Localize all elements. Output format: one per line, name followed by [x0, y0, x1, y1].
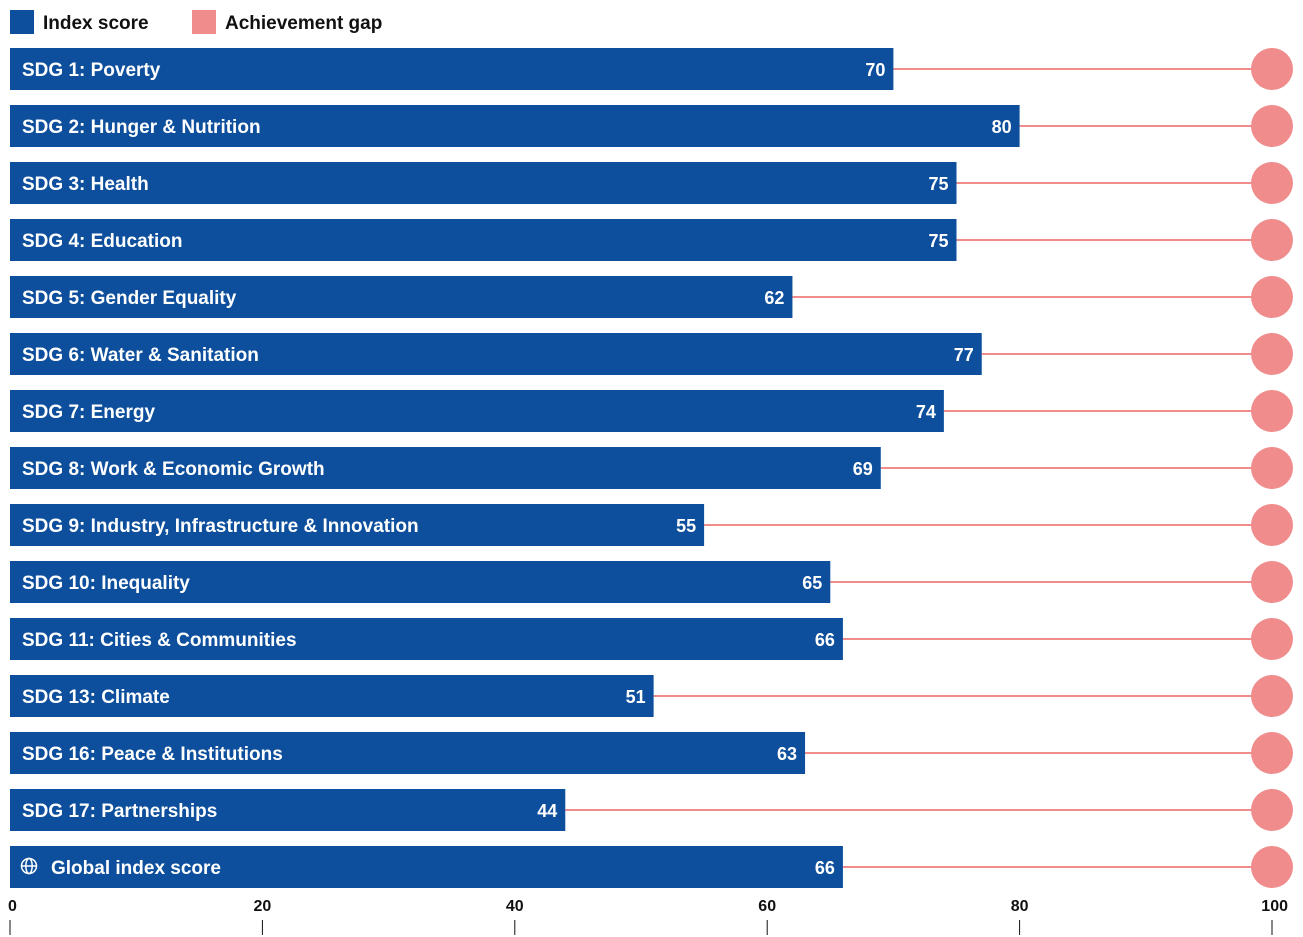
gap-target-dot: [1251, 504, 1293, 546]
index-bar: [10, 162, 957, 204]
globe-icon: [20, 857, 38, 875]
index-bar: [10, 846, 843, 888]
x-tick-label: 100: [1261, 898, 1288, 915]
x-tick-label: 60: [758, 898, 776, 915]
category-label: SDG 1: Poverty: [22, 60, 161, 81]
value-label: 70: [865, 60, 885, 80]
value-label: 62: [764, 288, 784, 308]
index-bar: [10, 447, 881, 489]
x-tick-label: 20: [254, 898, 272, 915]
index-bar: [10, 48, 894, 90]
category-label: SDG 3: Health: [22, 174, 149, 195]
chart-row: SDG 11: Cities & Communities 66: [10, 618, 1293, 660]
gap-target-dot: [1251, 732, 1293, 774]
gap-target-dot: [1251, 276, 1293, 318]
value-label: 63: [777, 744, 797, 764]
category-label: SDG 10: Inequality: [22, 573, 190, 594]
category-label: SDG 2: Hunger & Nutrition: [22, 117, 261, 138]
chart-row: SDG 10: Inequality 65: [10, 561, 1293, 603]
chart-row: SDG 7: Energy 74: [10, 390, 1293, 432]
gap-target-dot: [1251, 105, 1293, 147]
x-tick: 60: [758, 898, 776, 935]
chart-row: SDG 5: Gender Equality 62: [10, 276, 1293, 318]
gap-target-dot: [1251, 162, 1293, 204]
index-bar: [10, 276, 793, 318]
chart-row: SDG 2: Hunger & Nutrition 80: [10, 105, 1293, 147]
gap-target-dot: [1251, 333, 1293, 375]
chart-row: Global index score 66: [10, 846, 1293, 888]
gap-target-dot: [1251, 447, 1293, 489]
gap-target-dot: [1251, 675, 1293, 717]
gap-target-dot: [1251, 48, 1293, 90]
index-bar: [10, 561, 831, 603]
category-label: SDG 4: Education: [22, 231, 182, 252]
legend-label: Achievement gap: [225, 13, 382, 34]
legend-item: Index score: [10, 10, 149, 34]
gap-target-dot: [1251, 789, 1293, 831]
category-label: SDG 16: Peace & Institutions: [22, 744, 283, 765]
index-bar: [10, 333, 982, 375]
chart-row: SDG 3: Health 75: [10, 162, 1293, 204]
chart-row: SDG 4: Education 75: [10, 219, 1293, 261]
value-label: 75: [928, 231, 948, 251]
value-label: 55: [676, 516, 696, 536]
category-label: SDG 6: Water & Sanitation: [22, 345, 259, 366]
legend-swatch: [192, 10, 216, 34]
category-label: SDG 11: Cities & Communities: [22, 630, 297, 651]
index-bar: [10, 618, 843, 660]
value-label: 80: [992, 117, 1012, 137]
gap-target-dot: [1251, 219, 1293, 261]
value-label: 51: [626, 687, 646, 707]
chart-row: SDG 8: Work & Economic Growth 69: [10, 447, 1293, 489]
chart-row: SDG 13: Climate 51: [10, 675, 1293, 717]
chart-legend: Index score Achievement gap: [10, 10, 382, 34]
chart-row: SDG 16: Peace & Institutions 63: [10, 732, 1293, 774]
value-label: 66: [815, 630, 835, 650]
index-bar: [10, 732, 806, 774]
category-label: SDG 9: Industry, Infrastructure & Innova…: [22, 516, 419, 537]
value-label: 44: [537, 801, 557, 821]
category-label: SDG 8: Work & Economic Growth: [22, 459, 325, 480]
x-tick: 80: [1011, 898, 1029, 935]
chart-rows: SDG 1: Poverty 70 SDG 2: Hunger & Nutritio…: [10, 48, 1293, 888]
chart-row: SDG 1: Poverty 70: [10, 48, 1293, 90]
category-label: SDG 13: Climate: [22, 687, 170, 708]
chart-row: SDG 17: Partnerships 44: [10, 789, 1293, 831]
value-label: 77: [954, 345, 974, 365]
gap-target-dot: [1251, 390, 1293, 432]
chart-row: SDG 9: Industry, Infrastructure & Innova…: [10, 504, 1293, 546]
index-bar: [10, 105, 1020, 147]
index-bar: [10, 675, 654, 717]
category-label: SDG 17: Partnerships: [22, 801, 217, 822]
index-bar: [10, 789, 566, 831]
index-bar: [10, 504, 705, 546]
gap-target-dot: [1251, 618, 1293, 660]
gap-target-dot: [1251, 846, 1293, 888]
value-label: 65: [802, 573, 822, 593]
chart-row: SDG 6: Water & Sanitation 77: [10, 333, 1293, 375]
legend-label: Index score: [43, 13, 149, 34]
x-tick-label: 80: [1011, 898, 1029, 915]
index-bar: [10, 390, 944, 432]
value-label: 66: [815, 858, 835, 878]
value-label: 75: [928, 174, 948, 194]
x-axis: 0 20 40 60 80 100: [8, 898, 1288, 935]
x-tick: 20: [254, 898, 272, 935]
x-tick: 40: [506, 898, 524, 935]
x-tick-label: 40: [506, 898, 524, 915]
legend-item: Achievement gap: [192, 10, 382, 34]
x-tick-label: 0: [8, 898, 17, 915]
x-tick: 0: [8, 898, 17, 935]
x-tick: 100: [1261, 898, 1288, 935]
legend-swatch: [10, 10, 34, 34]
category-label: SDG 7: Energy: [22, 402, 155, 423]
value-label: 69: [853, 459, 873, 479]
index-bar: [10, 219, 957, 261]
gap-target-dot: [1251, 561, 1293, 603]
category-label: Global index score: [51, 858, 221, 879]
value-label: 74: [916, 402, 936, 422]
category-label: SDG 5: Gender Equality: [22, 288, 237, 309]
